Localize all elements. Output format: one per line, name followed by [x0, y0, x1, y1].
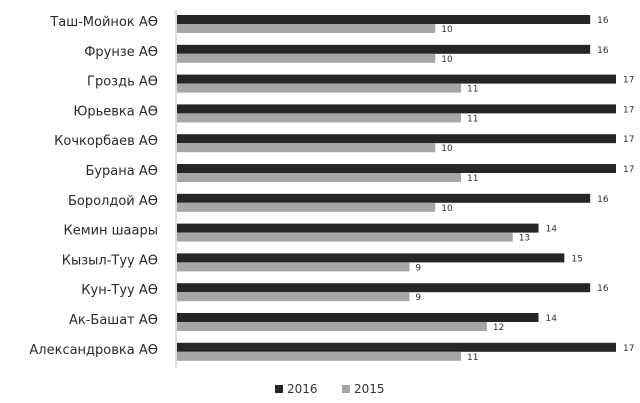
bar-2016	[177, 193, 591, 203]
value-label-2016: 16	[597, 284, 609, 294]
category-label: Кызыл-Туу АӨ	[62, 253, 158, 268]
value-label-2015: 11	[467, 174, 478, 184]
bar-2015	[177, 202, 436, 212]
bar-2016	[177, 342, 616, 352]
bar-2016	[177, 134, 616, 144]
category-label: Александровка АӨ	[29, 343, 158, 358]
bar-2016	[177, 283, 591, 293]
value-label-2016: 14	[546, 314, 558, 324]
category-label: Юрьевка АӨ	[73, 104, 158, 119]
legend-swatch-2016	[275, 385, 283, 393]
category-label: Гроздь АӨ	[87, 75, 158, 90]
value-label-2015: 10	[441, 204, 453, 214]
bar-2015	[177, 83, 462, 93]
category-label: Ак-Башат АӨ	[69, 313, 158, 328]
bar-2015	[177, 292, 410, 302]
value-label-2016: 17	[623, 344, 634, 354]
bar-2016	[177, 164, 616, 173]
value-label-2016: 15	[571, 254, 582, 264]
bar-2015	[177, 173, 462, 182]
bar-2015	[177, 232, 513, 242]
bar-2016	[177, 44, 591, 54]
category-labels: Таш-Мойнок АӨ Фрунзе АӨ Гроздь АӨ Юрьевка А…	[29, 15, 158, 358]
value-label-2016: 16	[597, 16, 609, 26]
value-label-2015: 11	[467, 85, 478, 95]
value-label-2015: 11	[467, 114, 478, 124]
legend-label-2016: 2016	[287, 382, 318, 396]
value-label-2016: 17	[623, 135, 634, 145]
category-label: Фрунзе АӨ	[84, 45, 158, 60]
legend-label-2015: 2015	[354, 382, 385, 396]
bar-2016	[177, 104, 616, 114]
category-label: Кемин шаары	[64, 224, 158, 239]
category-label: Таш-Мойнок АӨ	[49, 15, 158, 30]
bars	[177, 15, 616, 361]
value-label-2015: 13	[519, 234, 530, 244]
bar-2015	[177, 322, 487, 331]
bar-2015	[177, 262, 410, 272]
value-label-2015: 9	[415, 263, 421, 273]
value-labels: 16 10 16 10 17 11 17 11 17 10 17 11 16 10 14 13 15 9 16 9 14…	[415, 16, 634, 363]
bar-2015	[177, 113, 462, 123]
bar-2016	[177, 313, 539, 322]
bar-2015	[177, 53, 436, 63]
value-label-2015: 10	[441, 25, 453, 35]
category-label: Бурана АӨ	[85, 164, 158, 179]
category-label: Кочкорбаев АӨ	[54, 134, 158, 149]
value-label-2016: 16	[597, 46, 609, 56]
value-label-2015: 9	[415, 293, 421, 303]
legend-swatch-2015	[342, 385, 350, 393]
value-label-2016: 14	[546, 225, 558, 235]
bar-2016	[177, 15, 591, 24]
value-label-2016: 17	[623, 165, 634, 175]
legend: 2016 2015	[275, 382, 385, 396]
category-label: Боролдой АӨ	[68, 194, 158, 209]
bar-2015	[177, 351, 462, 361]
value-label-2015: 10	[441, 144, 453, 154]
bar-2016	[177, 223, 539, 233]
value-label-2016: 16	[597, 195, 609, 205]
value-label-2016: 17	[623, 105, 634, 115]
bar-2015	[177, 24, 436, 33]
value-label-2015: 11	[467, 353, 478, 363]
category-label: Кун-Туу АӨ	[81, 283, 158, 298]
bar-2016	[177, 74, 616, 84]
value-label-2016: 17	[623, 76, 634, 86]
value-label-2015: 10	[441, 55, 453, 65]
bar-2016	[177, 253, 565, 263]
value-label-2015: 12	[493, 323, 504, 333]
bar-2015	[177, 143, 436, 153]
